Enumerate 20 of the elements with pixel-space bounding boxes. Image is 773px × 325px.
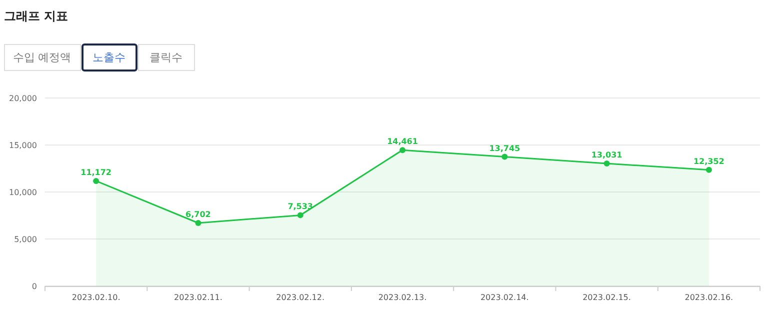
title: 그래프 지표 [4,9,68,23]
xtick: 2023.02.10. [72,293,120,302]
xtick: 2023.02.14. [480,293,529,302]
label: 13,031 [591,150,622,160]
ytick: 10,000 [9,188,37,197]
xtick: 2023.02.11. [174,293,222,302]
xtick: 2023.02.13. [378,293,427,302]
xtick: 2023.02.12. [276,293,325,302]
xtick: 2023.02.15. [582,293,631,302]
ytick: 5,000 [14,235,37,244]
label: 11,172 [80,168,112,177]
label: 14,461 [387,137,418,146]
label: 12,352 [694,156,724,166]
ytick: 15,000 [9,141,37,150]
ytick: 20,000 [9,94,37,103]
xtick: 2023.02.16. [684,293,734,302]
label: 13,745 [489,144,520,153]
ytick: 0 [32,282,37,291]
label: 6,702 [186,210,211,219]
label: 7,533 [288,202,314,212]
